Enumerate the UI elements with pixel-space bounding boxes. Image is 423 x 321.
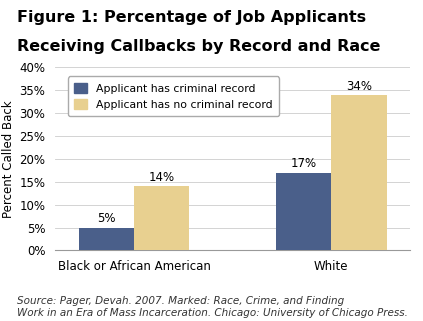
Text: Figure 1: Percentage of Job Applicants: Figure 1: Percentage of Job Applicants: [17, 10, 366, 25]
Text: Source: Pager, Devah. 2007. Marked: Race, Crime, and Finding
Work in an Era of M: Source: Pager, Devah. 2007. Marked: Race…: [17, 296, 408, 318]
Bar: [79, 228, 134, 250]
Text: 14%: 14%: [148, 171, 175, 184]
Text: Receiving Callbacks by Record and Race: Receiving Callbacks by Record and Race: [17, 39, 380, 54]
Bar: [134, 186, 189, 250]
Text: 34%: 34%: [346, 80, 372, 92]
Legend: Applicant has criminal record, Applicant has no criminal record: Applicant has criminal record, Applicant…: [68, 76, 279, 116]
Bar: [331, 95, 387, 250]
Text: 5%: 5%: [97, 212, 115, 225]
Y-axis label: Percent Called Back: Percent Called Back: [2, 100, 15, 218]
Text: 17%: 17%: [291, 157, 317, 170]
Bar: [276, 173, 331, 250]
